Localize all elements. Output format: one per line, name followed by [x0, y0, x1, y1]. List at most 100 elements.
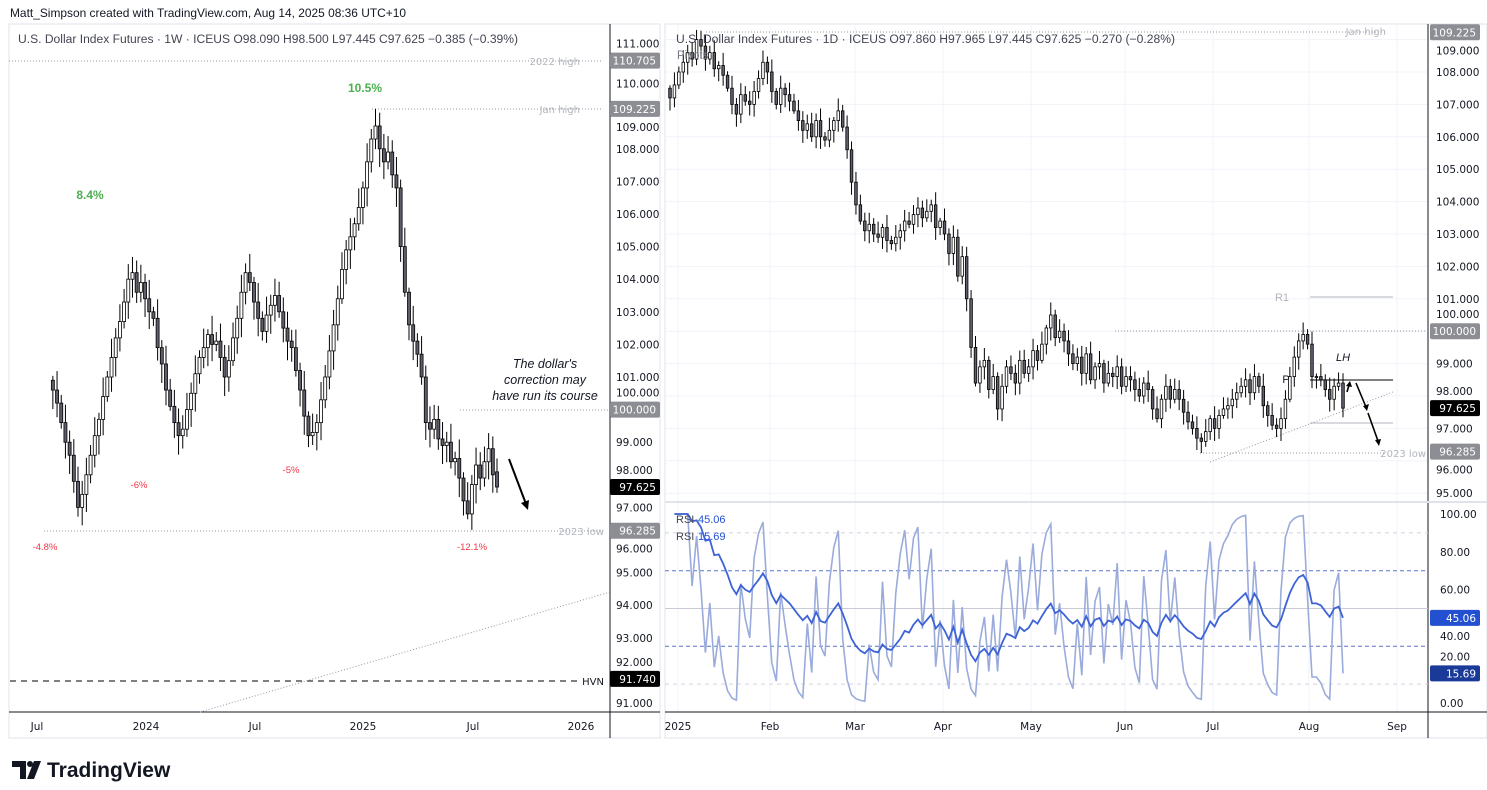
- candle-up: [432, 418, 437, 430]
- rsi-value-2: 15.69: [698, 531, 726, 543]
- daily-price-axis[interactable]: 109.000 108.000 107.000 106.000 105.000 104.0…: [1436, 45, 1479, 710]
- time-tick: 2025: [350, 721, 377, 733]
- rsi-tick: 60.00: [1440, 585, 1470, 597]
- price-badge: 109.225: [613, 104, 656, 116]
- price-tick: 96.000: [1436, 465, 1473, 477]
- candle-up: [197, 357, 202, 375]
- time-tick: Jul: [466, 721, 480, 733]
- candle-down: [858, 204, 863, 222]
- price-tick: 95.000: [616, 568, 653, 580]
- candle-up: [1057, 330, 1062, 339]
- candle-up: [739, 94, 743, 115]
- candle-up: [1283, 398, 1288, 420]
- candle-up: [273, 295, 277, 306]
- candle-down: [774, 91, 778, 105]
- candle-up: [235, 317, 240, 339]
- candle-down: [796, 110, 801, 121]
- candle-up: [1292, 356, 1296, 377]
- price-badge: 109.225: [1433, 27, 1476, 39]
- candle-up: [344, 249, 349, 270]
- candle-up: [911, 214, 916, 225]
- candle-down: [721, 65, 725, 76]
- candle-down: [1080, 356, 1084, 374]
- candle-down: [1177, 389, 1181, 400]
- candle-up: [717, 65, 721, 70]
- candle-up: [138, 282, 143, 293]
- candle-up: [916, 207, 920, 215]
- weekly-panel-frame: [8, 23, 661, 739]
- weekly-chart-panel[interactable]: 2022 high Jan high 2023 low HVN 10.5% 8.…: [8, 23, 661, 739]
- candle-down: [59, 402, 64, 424]
- down-arrow-icon[interactable]: [1355, 382, 1381, 446]
- candle-up: [982, 359, 987, 368]
- candle-up: [1026, 366, 1031, 374]
- candle-up: [214, 340, 219, 345]
- candle-up: [314, 422, 319, 433]
- price-tick: 102.000: [1436, 261, 1479, 273]
- candle-up: [925, 210, 929, 219]
- candle-up: [1221, 408, 1226, 416]
- jan-high-label-daily: Jan high: [1345, 27, 1386, 38]
- down-arrow-icon[interactable]: [508, 458, 529, 510]
- rsi-badge: 45.06: [1446, 613, 1476, 625]
- candle-up: [88, 454, 93, 476]
- price-badge: 100.000: [1433, 326, 1476, 338]
- time-tick: Jul: [30, 721, 44, 733]
- candle-up: [1049, 314, 1053, 329]
- daily-time-axis[interactable]: 2025 Feb Mar Apr May Jun Jul Aug Sep: [665, 721, 1408, 733]
- candle-down: [381, 148, 386, 163]
- pct-label-minus-12-1: -12.1%: [457, 542, 488, 553]
- candle-down: [285, 327, 290, 342]
- lower-high-label: LH: [1336, 352, 1350, 364]
- rsi-tick: 80.00: [1440, 547, 1470, 559]
- candle-up: [827, 129, 832, 141]
- candle-down: [823, 136, 827, 141]
- daily-chart-panel[interactable]: R1 P LH Jan high 2023 low U.S. Dollar In…: [664, 23, 1487, 739]
- price-tick: 101.000: [1436, 294, 1479, 306]
- price-tick: 106.000: [616, 209, 659, 221]
- price-badge-bg: [1430, 400, 1480, 417]
- candle-up: [1004, 366, 1009, 387]
- candle-down: [840, 110, 845, 128]
- candle-down: [159, 347, 164, 365]
- candle-down: [394, 174, 399, 189]
- candle-down: [1270, 415, 1274, 426]
- price-tick: 106.000: [1436, 132, 1479, 144]
- candle-down: [1066, 340, 1071, 355]
- candle-down: [783, 87, 787, 96]
- candle-up: [1000, 385, 1004, 410]
- candle-down: [818, 120, 823, 138]
- weekly-price-axis[interactable]: 111.000 110.000 109.000 108.000 107.000 106.0…: [616, 39, 659, 710]
- up-arrow-icon[interactable]: [1346, 381, 1352, 393]
- candle-down: [690, 52, 694, 60]
- candle-down: [436, 418, 441, 440]
- candle-up: [323, 376, 328, 401]
- tradingview-logo-icon: [12, 761, 41, 779]
- price-tick: 111.000: [616, 39, 659, 51]
- candle-down: [973, 346, 978, 384]
- candle-up: [677, 71, 681, 86]
- rsi-main-line[interactable]: [674, 513, 1344, 664]
- candle-up: [1204, 431, 1208, 442]
- price-tick: 101.000: [616, 372, 659, 384]
- candle-up: [1239, 385, 1243, 394]
- pivot-p-label: P: [1282, 374, 1289, 386]
- note-line-3: have run its course: [492, 389, 598, 403]
- candle-up: [694, 39, 699, 60]
- pivots-indicator-label: Pivots: [677, 50, 709, 62]
- weekly-time-axis[interactable]: Jul 2024 Jul 2025 Jul 2026: [30, 721, 595, 733]
- candle-up: [902, 220, 907, 232]
- weekly-trendline[interactable]: [199, 591, 611, 713]
- candle-up: [193, 373, 198, 394]
- candle-down: [1133, 379, 1137, 390]
- tradingview-logo[interactable]: TradingView: [12, 759, 171, 782]
- candle-down: [969, 298, 973, 348]
- rsi-fast-line[interactable]: [674, 513, 1344, 703]
- price-tick: 93.000: [616, 633, 653, 645]
- candle-up: [836, 110, 840, 121]
- time-tick: Jun: [1116, 721, 1133, 733]
- candle-down: [172, 405, 177, 424]
- note-annotation[interactable]: The dollar's correction may have run its…: [492, 357, 598, 403]
- note-line-2: correction may: [504, 373, 587, 387]
- candle-down: [277, 295, 282, 313]
